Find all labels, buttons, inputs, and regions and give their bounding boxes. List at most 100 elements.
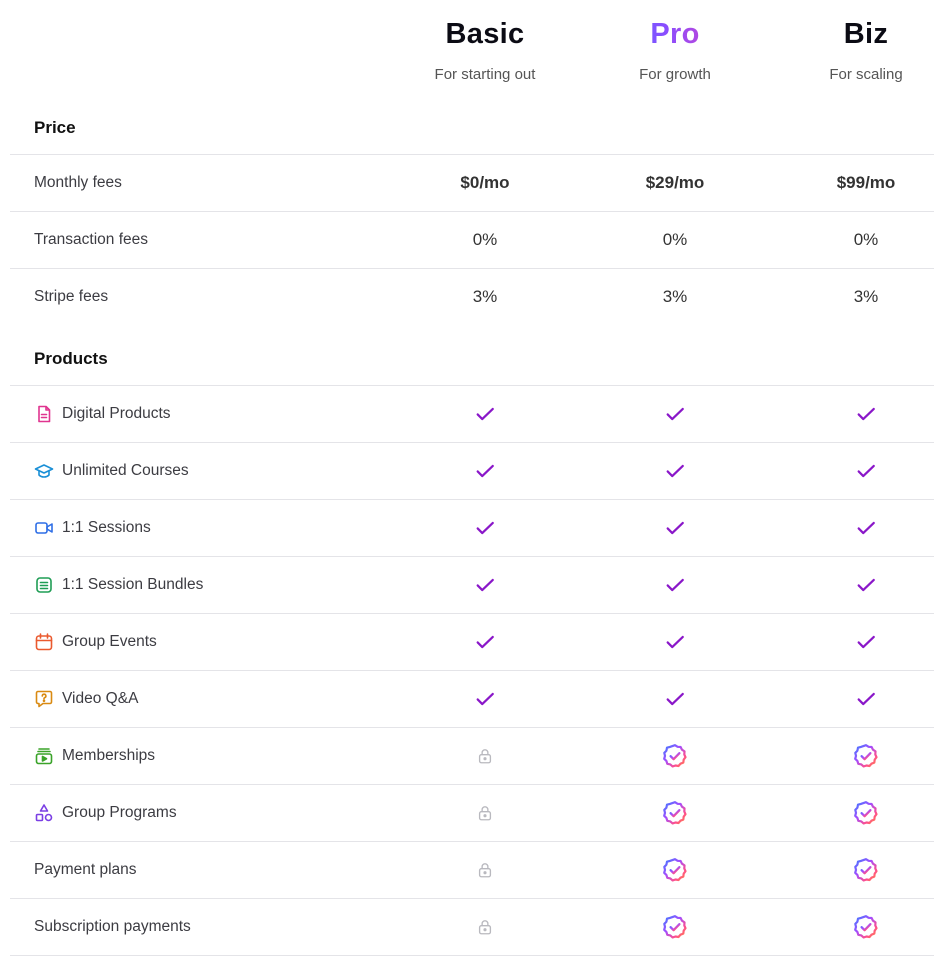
check-icon bbox=[855, 631, 877, 653]
feature-cell-basic bbox=[390, 557, 580, 613]
stacked-list-icon bbox=[34, 575, 54, 595]
check-icon bbox=[855, 460, 877, 482]
document-icon bbox=[34, 404, 54, 424]
row-label-text: Unlimited Courses bbox=[62, 462, 189, 479]
check-icon bbox=[664, 517, 686, 539]
check-icon bbox=[855, 517, 877, 539]
table-bottom-divider bbox=[10, 955, 934, 956]
row-label: Stripe fees bbox=[34, 269, 108, 325]
feature-cell-biz bbox=[771, 500, 934, 556]
check-icon bbox=[474, 460, 496, 482]
row-label-text: 1:1 Sessions bbox=[62, 519, 151, 536]
verified-badge-icon bbox=[662, 857, 688, 883]
row-label: Payment plans bbox=[34, 842, 137, 898]
product-row-1-1-session-bundles: 1:1 Session Bundles bbox=[10, 556, 934, 613]
product-row-1-1-sessions: 1:1 Sessions bbox=[10, 499, 934, 556]
check-icon bbox=[855, 688, 877, 710]
price-cell-biz: $99/mo bbox=[836, 173, 896, 192]
price-cell-pro: $29/mo bbox=[645, 173, 705, 192]
feature-cell-biz bbox=[771, 899, 934, 955]
section-title-products: Products bbox=[34, 349, 108, 368]
feature-cell-basic bbox=[390, 386, 580, 442]
check-icon bbox=[474, 574, 496, 596]
row-label: Group Events bbox=[34, 614, 157, 670]
feature-cell-pro bbox=[580, 728, 770, 784]
feature-cell-pro bbox=[580, 785, 770, 841]
plan-subtitle-basic: For starting out bbox=[434, 66, 536, 83]
plan-name-biz: Biz bbox=[843, 18, 889, 50]
feature-cell-biz bbox=[771, 728, 934, 784]
feature-cell-basic bbox=[390, 842, 580, 898]
feature-cell-basic bbox=[390, 443, 580, 499]
section-title-price: Price bbox=[34, 118, 76, 137]
price-cell-biz: 3% bbox=[853, 287, 879, 306]
membership-play-icon bbox=[34, 746, 54, 766]
feature-cell-pro bbox=[580, 614, 770, 670]
graduation-cap-icon bbox=[34, 461, 54, 481]
row-label-text: Transaction fees bbox=[34, 231, 149, 248]
row-label-text: Memberships bbox=[62, 747, 156, 764]
feature-cell-basic bbox=[390, 671, 580, 727]
row-label: Subscription payments bbox=[34, 899, 191, 955]
feature-cell-biz bbox=[771, 785, 934, 841]
row-label-text: Video Q&A bbox=[62, 690, 139, 707]
verified-badge-icon bbox=[853, 743, 879, 769]
question-bubble-icon bbox=[34, 689, 54, 709]
feature-cell-pro bbox=[580, 899, 770, 955]
plan-name-pro: Pro bbox=[580, 18, 770, 51]
feature-cell-pro bbox=[580, 842, 770, 898]
lock-icon bbox=[476, 861, 494, 879]
feature-cell-biz bbox=[771, 386, 934, 442]
lock-icon bbox=[476, 747, 494, 765]
row-label-text: Monthly fees bbox=[34, 174, 122, 191]
check-icon bbox=[664, 688, 686, 710]
shapes-icon bbox=[34, 803, 54, 823]
feature-cell-pro bbox=[580, 671, 770, 727]
price-row-monthly-fees: Monthly fees $0/mo $29/mo $99/mo bbox=[10, 154, 934, 211]
verified-badge-icon bbox=[662, 914, 688, 940]
row-label-text: Group Programs bbox=[62, 804, 177, 821]
product-row-payment-plans: Payment plans bbox=[10, 841, 934, 898]
check-icon bbox=[855, 403, 877, 425]
plan-subtitle-biz: For scaling bbox=[829, 66, 903, 83]
check-icon bbox=[664, 574, 686, 596]
feature-cell-biz bbox=[771, 671, 934, 727]
row-label-text: Digital Products bbox=[62, 405, 171, 422]
verified-badge-icon bbox=[662, 743, 688, 769]
verified-badge-icon bbox=[853, 857, 879, 883]
row-label-text: Group Events bbox=[62, 633, 157, 650]
check-icon bbox=[664, 631, 686, 653]
feature-cell-basic bbox=[390, 500, 580, 556]
check-icon bbox=[474, 517, 496, 539]
feature-cell-pro bbox=[580, 557, 770, 613]
price-cell-biz: 0% bbox=[853, 230, 879, 249]
check-icon bbox=[474, 631, 496, 653]
row-label: Video Q&A bbox=[34, 671, 138, 727]
feature-cell-biz bbox=[771, 614, 934, 670]
lock-icon bbox=[476, 918, 494, 936]
product-row-digital-products: Digital Products bbox=[10, 385, 934, 442]
feature-cell-pro bbox=[580, 500, 770, 556]
check-icon bbox=[474, 403, 496, 425]
lock-icon bbox=[476, 804, 494, 822]
calendar-icon bbox=[34, 632, 54, 652]
row-label: Transaction fees bbox=[34, 212, 148, 268]
check-icon bbox=[664, 403, 686, 425]
plan-subtitle-pro: For growth bbox=[639, 66, 711, 83]
row-label-text: Payment plans bbox=[34, 861, 137, 878]
price-cell-basic: 0% bbox=[472, 230, 498, 249]
product-row-group-events: Group Events bbox=[10, 613, 934, 670]
row-label: Memberships bbox=[34, 728, 155, 784]
row-label-text: Stripe fees bbox=[34, 288, 109, 305]
row-label: 1:1 Sessions bbox=[34, 500, 151, 556]
row-label: Unlimited Courses bbox=[34, 443, 189, 499]
row-label: Digital Products bbox=[34, 386, 171, 442]
feature-cell-basic bbox=[390, 899, 580, 955]
row-label-text: Subscription payments bbox=[34, 918, 191, 935]
check-icon bbox=[664, 460, 686, 482]
product-row-unlimited-courses: Unlimited Courses bbox=[10, 442, 934, 499]
feature-cell-basic bbox=[390, 614, 580, 670]
row-label: Group Programs bbox=[34, 785, 177, 841]
product-row-memberships: Memberships bbox=[10, 727, 934, 784]
price-cell-pro: 3% bbox=[662, 287, 688, 306]
